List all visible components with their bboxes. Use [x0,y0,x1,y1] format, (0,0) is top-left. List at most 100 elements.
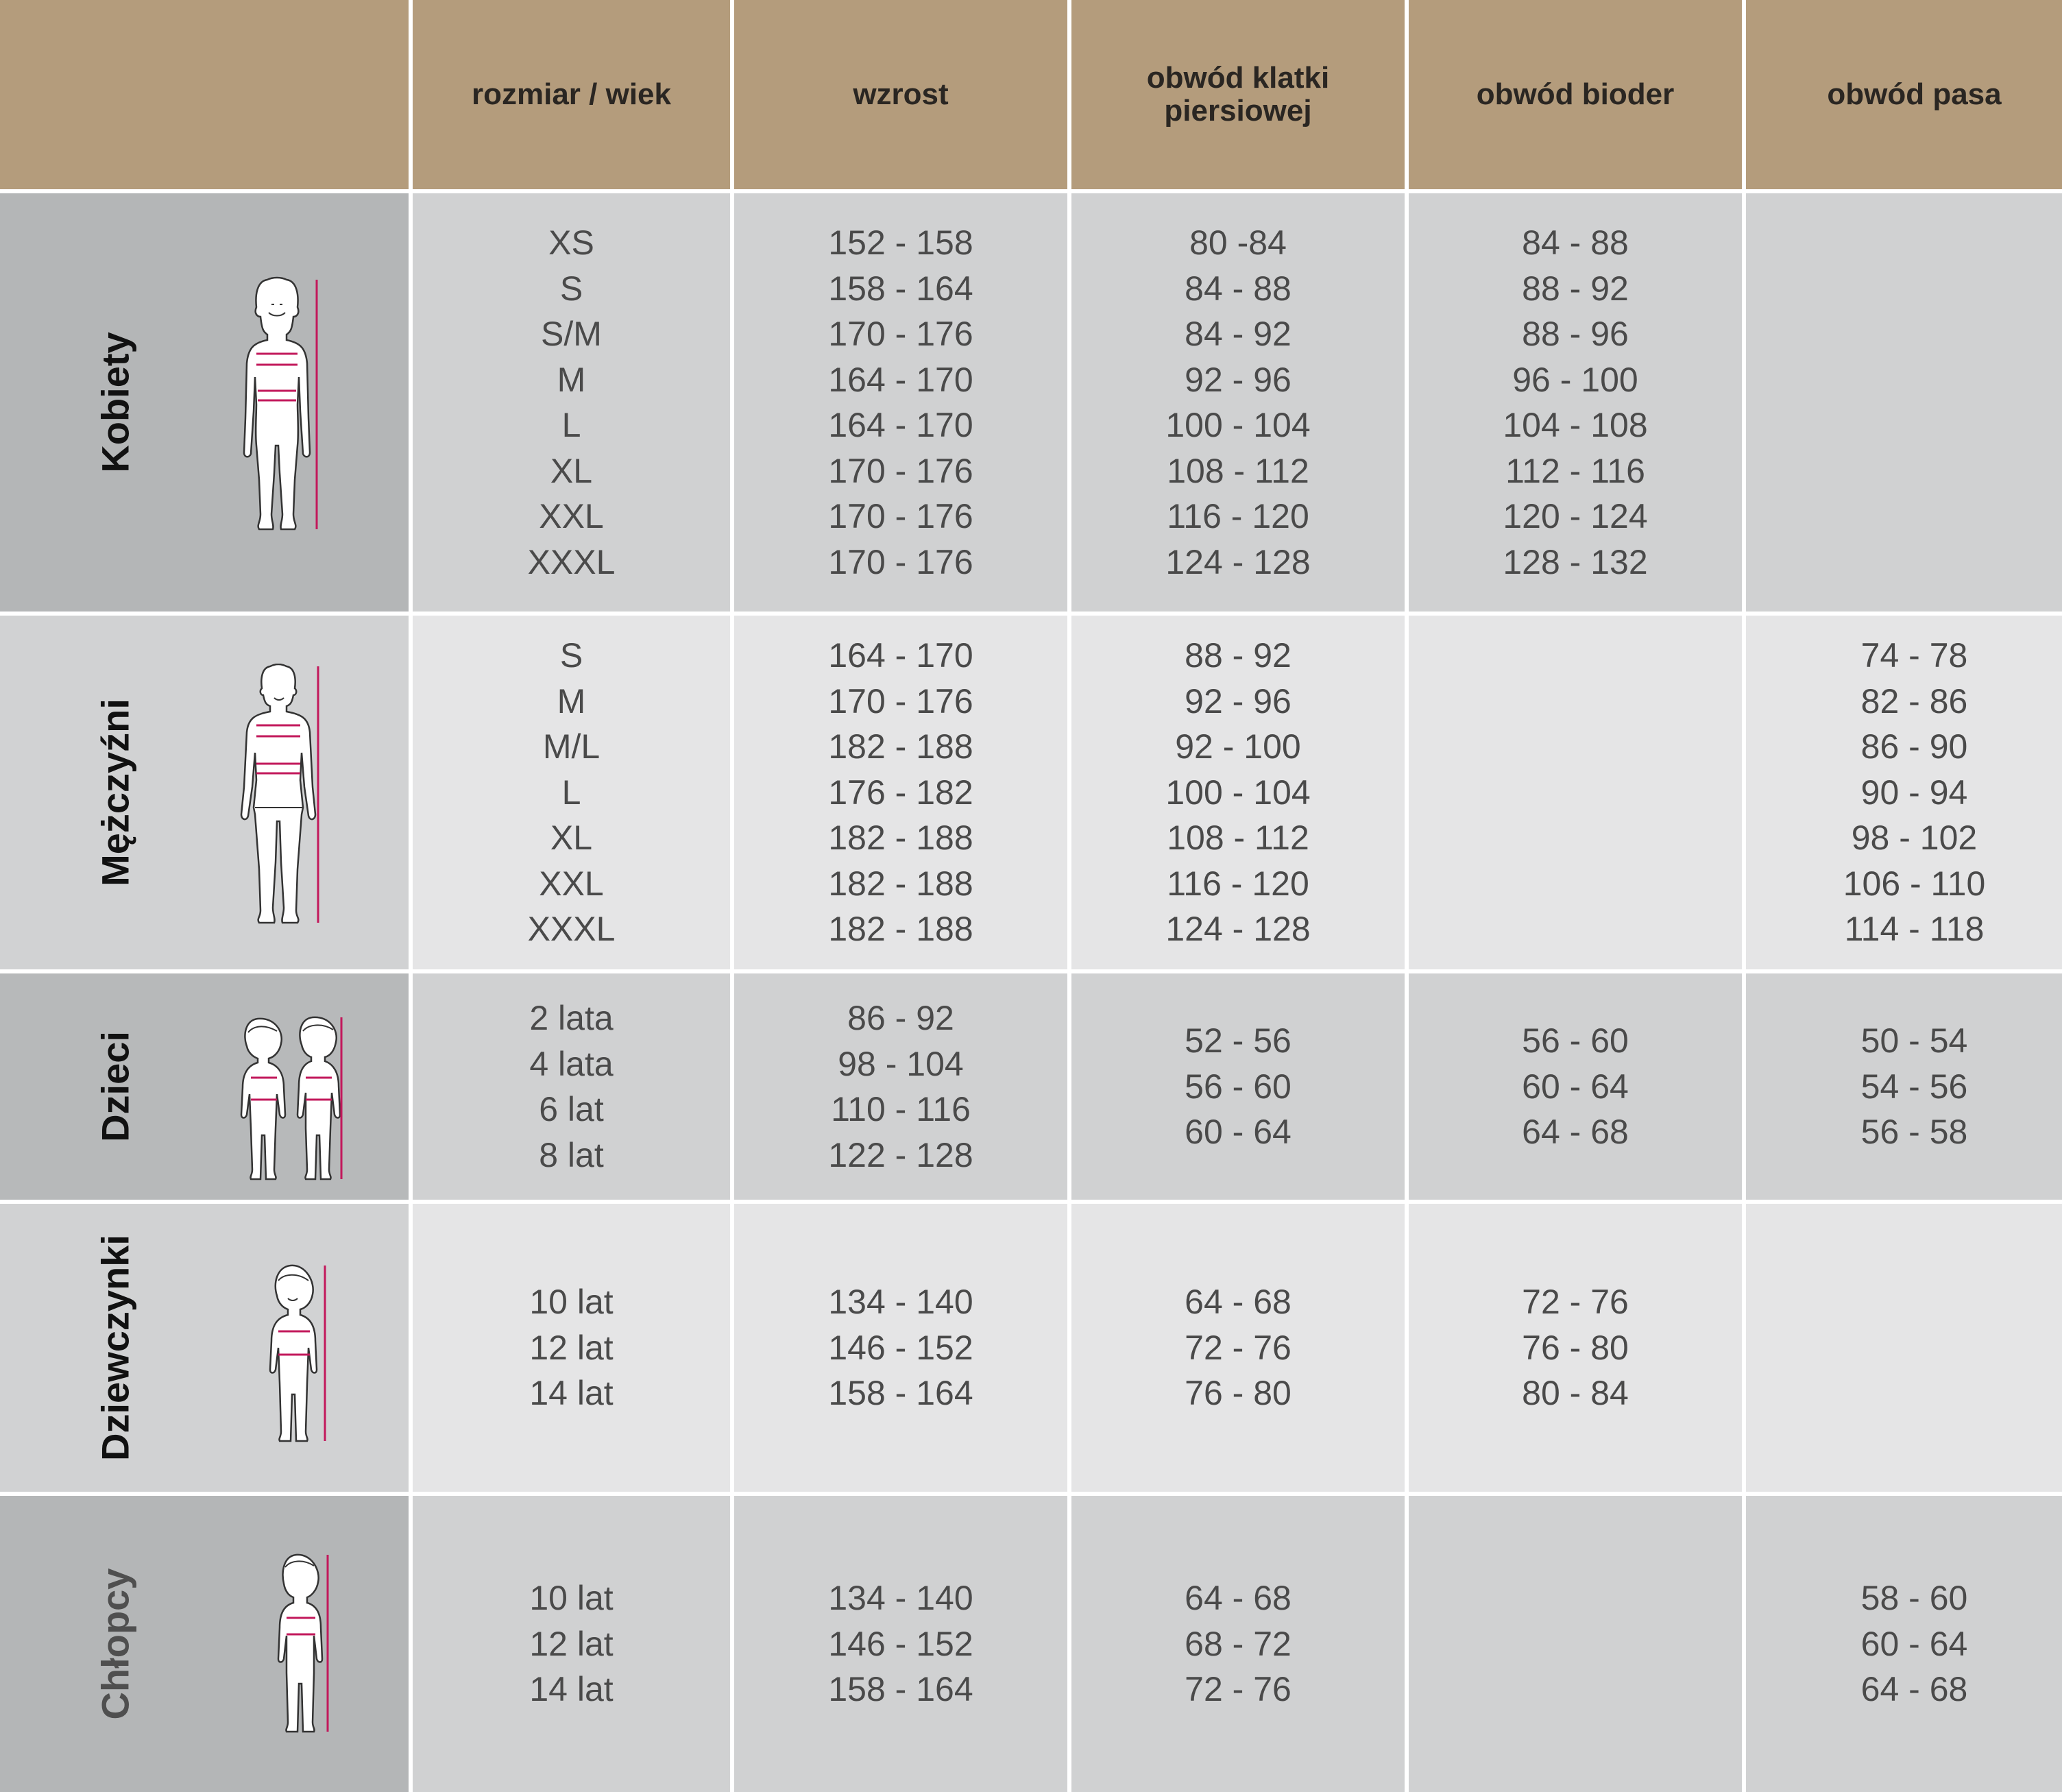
value-men-chest: 92 - 100 [1175,727,1301,766]
header-waist-label: obwód pasa [1827,77,2002,111]
value-women-height: 164 - 170 [828,406,973,444]
value-boys-size: 10 lat [529,1579,614,1618]
value-women-hips: 84 - 88 [1522,223,1629,262]
value-men-waist: 90 - 94 [1860,773,1968,812]
header-hips: obwód bioder [1409,0,1742,189]
value-children-size: 6 lat [539,1090,604,1128]
value-men-chest: 124 - 128 [1165,910,1311,949]
cell-children-size: 2 lata 4 lata 6 lat 8 lat [413,973,730,1200]
cell-women-size: XS S S/M M L XL XXL XXXL [413,193,730,612]
value-women-hips: 112 - 116 [1505,451,1645,490]
value-children-chest: 60 - 64 [1185,1113,1291,1152]
cell-men-chest: 88 - 92 92 - 96 92 - 100 100 - 104 108 - 112… [1071,616,1405,969]
cell-boys-hips [1409,1496,1742,1792]
cell-men-height: 164 - 170 170 - 176 182 - 188 176 - 182 182 … [734,616,1067,969]
value-men-height: 182 - 188 [828,819,973,858]
boy-figure-icon [271,1549,333,1734]
cell-boys-height: 134 - 140 146 - 152 158 - 164 [734,1496,1067,1792]
value-women-size: S/M [541,315,602,353]
value-men-size: XXL [539,864,604,903]
value-girls-height: 146 - 152 [828,1328,973,1367]
value-boys-chest: 68 - 72 [1185,1624,1291,1663]
value-boys-height: 158 - 164 [828,1670,973,1709]
value-children-size: 8 lat [539,1135,604,1174]
value-men-waist: 86 - 90 [1860,727,1968,766]
value-boys-waist: 58 - 60 [1860,1579,1968,1618]
value-women-hips: 88 - 92 [1522,269,1629,308]
cell-boys-waist: 58 - 60 60 - 64 64 - 68 [1746,1496,2062,1792]
value-men-size: XXXL [527,910,616,949]
category-cell-children: Dzieci [0,973,409,1200]
value-children-chest: 52 - 56 [1185,1021,1291,1061]
value-men-height: 182 - 188 [828,864,973,903]
value-children-height: 122 - 128 [828,1135,973,1174]
header-size-age-label: rozmiar / wiek [471,77,671,111]
value-children-size: 2 lata [529,999,614,1037]
children-figure-icon [237,1012,347,1183]
value-girls-chest: 76 - 80 [1185,1374,1291,1413]
cell-women-chest: 80 -84 84 - 88 84 - 92 92 - 96 100 - 104 108 … [1071,193,1405,612]
value-women-size: S [559,269,583,308]
value-women-size: XXL [539,497,604,535]
header-chest-label-line1: obwód klatki [1146,61,1330,95]
value-boys-waist: 60 - 64 [1860,1624,1968,1663]
value-children-size: 4 lata [529,1044,614,1083]
value-children-waist: 54 - 56 [1860,1067,1968,1106]
cell-women-height: 152 - 158 158 - 164 170 - 176 164 - 170 164 … [734,193,1067,612]
category-label-girls: Dziewczynki [93,1235,137,1461]
value-children-hips: 64 - 68 [1522,1113,1629,1152]
value-girls-hips: 76 - 80 [1522,1328,1629,1367]
value-women-size: L [561,406,581,444]
category-cell-women: Kobiety [0,193,409,612]
header-chest: obwód klatki piersiowej [1071,0,1405,189]
header-hips-label: obwód bioder [1476,77,1675,111]
value-girls-size: 14 lat [529,1374,614,1413]
value-men-chest: 108 - 112 [1167,819,1309,858]
header-empty-cell [0,0,409,189]
value-girls-chest: 72 - 76 [1185,1328,1291,1367]
value-men-size: M/L [542,727,601,766]
value-women-chest: 108 - 112 [1167,451,1309,490]
value-girls-size: 10 lat [529,1283,614,1322]
cell-women-hips: 84 - 88 88 - 92 88 - 96 96 - 100 104 - 108 11… [1409,193,1742,612]
value-children-height: 86 - 92 [847,999,954,1037]
value-children-hips: 60 - 64 [1522,1067,1629,1106]
value-girls-height: 134 - 140 [828,1283,973,1322]
value-men-chest: 100 - 104 [1165,773,1311,812]
value-boys-chest: 64 - 68 [1185,1579,1291,1618]
value-girls-height: 158 - 164 [828,1374,973,1413]
category-cell-girls: Dziewczynki [0,1204,409,1492]
cell-boys-size: 10 lat 12 lat 14 lat [413,1496,730,1792]
value-girls-hips: 72 - 76 [1522,1283,1629,1322]
value-women-chest: 84 - 88 [1185,269,1291,308]
value-women-chest: 124 - 128 [1165,542,1311,581]
value-children-chest: 56 - 60 [1185,1067,1291,1106]
category-label-boys: Chłopcy [93,1568,137,1720]
value-women-height: 170 - 176 [828,497,973,535]
value-boys-height: 134 - 140 [828,1579,973,1618]
value-men-height: 182 - 188 [828,910,973,949]
cell-girls-chest: 64 - 68 72 - 76 76 - 80 [1071,1204,1405,1492]
cell-girls-hips: 72 - 76 76 - 80 80 - 84 [1409,1204,1742,1492]
value-children-waist: 50 - 54 [1860,1021,1968,1061]
value-boys-chest: 72 - 76 [1185,1670,1291,1709]
header-chest-label-line2: piersiowej [1164,94,1312,128]
category-cell-boys: Chłopcy [0,1496,409,1792]
value-men-size: XL [550,819,593,858]
value-men-waist: 114 - 118 [1844,910,1985,949]
value-men-size: L [561,773,581,812]
value-men-waist: 74 - 78 [1860,636,1968,675]
value-women-chest: 116 - 120 [1167,497,1309,535]
value-women-hips: 128 - 132 [1503,542,1648,581]
cell-children-chest: 52 - 56 56 - 60 60 - 64 [1071,973,1405,1200]
value-boys-size: 12 lat [529,1624,614,1663]
value-children-height: 110 - 116 [831,1090,971,1128]
value-men-height: 176 - 182 [828,773,973,812]
value-children-height: 98 - 104 [838,1044,964,1083]
value-women-hips: 96 - 100 [1512,360,1638,399]
value-men-height: 164 - 170 [828,636,973,675]
value-boys-waist: 64 - 68 [1860,1670,1968,1709]
category-label-women: Kobiety [93,332,137,473]
value-women-height: 170 - 176 [828,451,973,490]
value-women-chest: 92 - 96 [1185,360,1291,399]
